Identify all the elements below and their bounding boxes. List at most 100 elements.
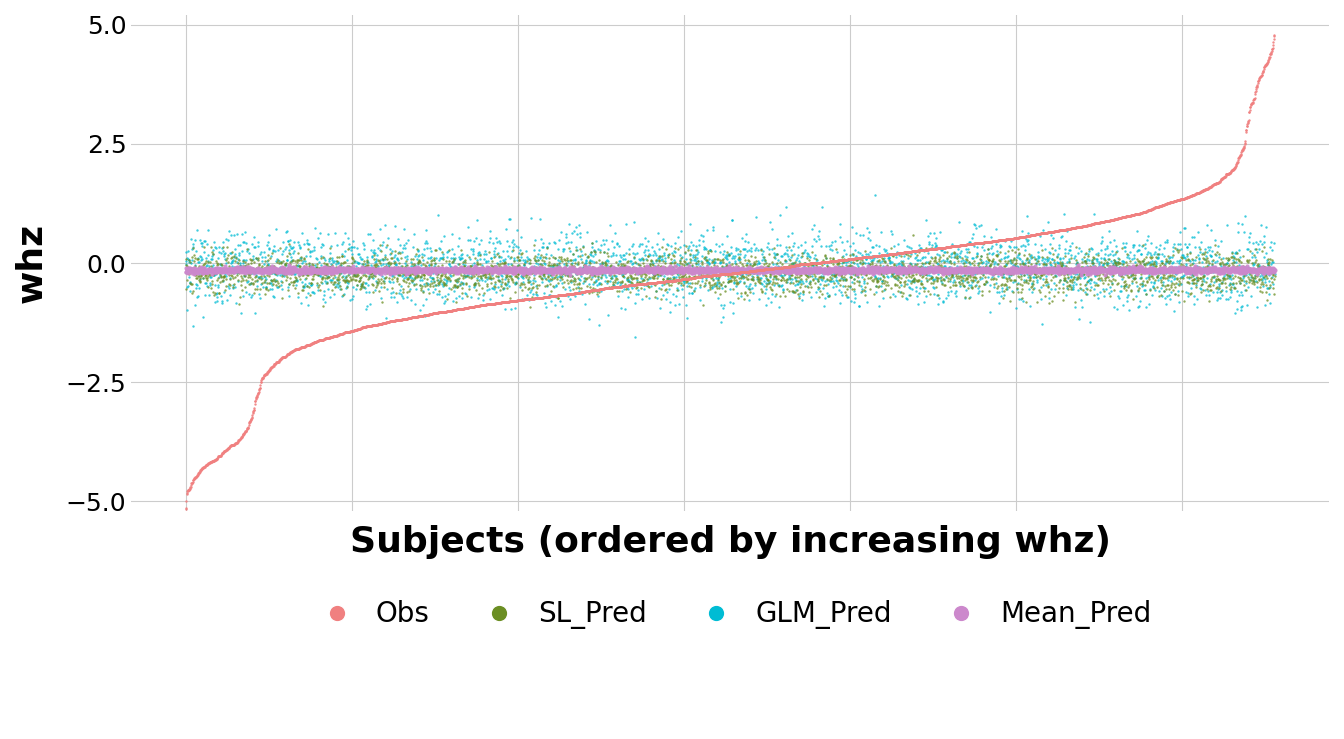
Point [269,264,290,276]
Point [332,239,353,251]
Point [371,265,392,276]
Point [797,258,818,270]
Point [536,263,558,275]
Point [874,243,895,255]
Point [1129,256,1150,268]
Point [276,226,297,238]
Point [505,268,527,280]
Point [659,275,680,287]
Point [477,262,499,274]
Point [657,273,679,285]
Point [675,240,696,252]
Point [292,341,313,353]
Point [620,279,641,291]
Point [284,255,305,267]
Point [366,279,387,291]
Point [352,321,374,333]
Point [883,268,905,279]
Point [1073,262,1094,274]
Point [1101,278,1122,290]
Point [1122,265,1144,277]
Point [613,265,634,277]
Point [607,264,629,276]
Point [691,268,712,279]
Point [735,266,757,278]
Point [513,265,535,276]
Point [880,265,902,276]
Point [1216,168,1238,180]
Point [720,265,742,277]
Point [1039,262,1060,273]
Point [734,236,755,248]
Point [910,265,931,277]
Point [220,229,242,241]
Point [1070,221,1091,233]
Point [808,263,829,275]
Point [413,299,434,311]
Point [1230,148,1251,160]
Point [753,268,774,280]
Point [839,253,860,265]
Point [421,262,442,274]
Point [212,446,234,458]
Point [1199,181,1220,193]
Point [625,263,646,275]
Point [1140,252,1161,264]
Point [778,269,800,281]
Point [1179,272,1200,284]
Point [626,274,648,286]
Point [614,280,636,292]
Point [845,268,867,280]
Point [482,265,504,276]
Point [466,264,488,276]
Point [986,282,1008,293]
Point [1222,248,1243,259]
Point [388,246,410,258]
Point [699,244,720,256]
Point [339,276,360,287]
Point [1098,287,1120,299]
Point [985,223,1007,235]
Point [399,312,421,324]
Point [262,245,284,257]
Point [1257,267,1278,279]
Point [1050,225,1071,236]
Point [485,265,507,277]
Point [1210,267,1231,279]
Point [292,265,313,277]
Point [954,239,976,251]
Point [763,251,785,262]
Point [1191,248,1212,260]
Point [417,237,438,249]
Point [681,259,703,270]
Point [185,266,207,278]
Point [1039,292,1060,304]
Point [759,264,781,276]
Point [411,280,433,292]
Point [876,248,898,260]
Point [632,265,653,276]
Point [832,265,853,276]
Point [1066,221,1087,233]
Point [1246,80,1267,92]
Point [595,262,617,273]
Point [927,261,949,273]
Point [528,264,550,276]
Point [429,253,450,265]
Point [599,270,621,282]
Point [926,272,948,284]
Point [728,267,750,279]
Point [269,266,290,278]
Point [742,273,763,285]
Point [356,321,378,333]
Point [398,312,419,324]
Point [1114,211,1136,222]
Point [503,242,524,253]
Point [968,237,989,249]
Point [715,268,737,280]
Point [1027,270,1048,282]
Point [641,277,663,289]
Point [503,267,524,279]
Point [1020,258,1042,270]
Point [943,266,965,278]
